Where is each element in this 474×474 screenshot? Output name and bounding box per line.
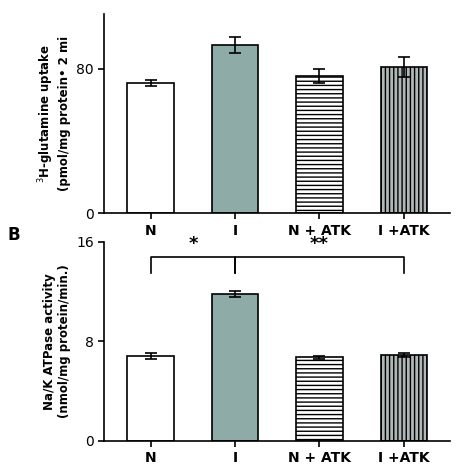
Bar: [381, 67, 427, 213]
Y-axis label: $^3$H-glutamine uptake
(pmol/mg protein• 2 mi: $^3$H-glutamine uptake (pmol/mg protein•…: [36, 36, 71, 191]
Bar: [128, 356, 174, 441]
Bar: [381, 355, 427, 441]
Text: B: B: [8, 226, 20, 244]
Bar: [296, 76, 343, 213]
Bar: [212, 294, 258, 441]
Y-axis label: Na/K ATPase activity
(nmol/mg protein/min.): Na/K ATPase activity (nmol/mg protein/mi…: [43, 264, 71, 418]
Bar: [128, 83, 174, 213]
Text: n = 4,  *P < 0.01, **P < 0.01: n = 4, *P < 0.01, **P < 0.01: [273, 269, 443, 282]
Text: **: **: [310, 235, 329, 253]
Bar: [296, 357, 343, 441]
Text: *: *: [188, 235, 198, 253]
Bar: [212, 45, 258, 213]
